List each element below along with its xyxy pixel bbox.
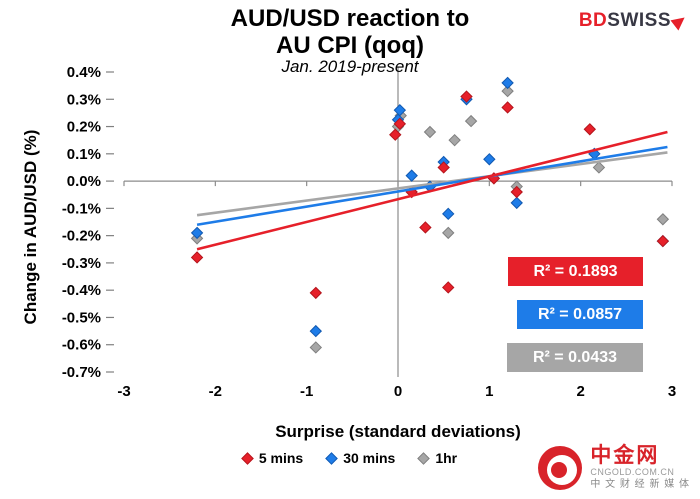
data-point-1hr bbox=[501, 84, 514, 98]
data-point-5mins bbox=[419, 221, 432, 234]
data-point-5mins bbox=[190, 251, 204, 264]
y-tick-label: -0.2% bbox=[62, 228, 101, 245]
data-point-30mins bbox=[442, 207, 455, 221]
chart-title: AUD/USD reaction to AU CPI (qoq) bbox=[0, 5, 700, 59]
watermark-domain: CNGOLD.COM.CN bbox=[590, 467, 675, 477]
chart-subtitle: Jan. 2019-present bbox=[281, 57, 419, 76]
y-tick-label: 0.2% bbox=[67, 119, 101, 136]
y-tick-label: -0.5% bbox=[62, 309, 101, 326]
logo-text-swiss: SWISS bbox=[607, 10, 671, 31]
legend-label-5mins: 5 mins bbox=[258, 450, 304, 466]
r2-badge-1hr: R² = 0.0433 bbox=[507, 343, 643, 372]
data-point-1hr bbox=[309, 341, 323, 354]
watermark-tagline: 中 文 财 经 新 媒 体 bbox=[590, 479, 690, 490]
bdswiss-logo: BD SWISS bbox=[579, 10, 686, 32]
data-point-1hr bbox=[464, 114, 478, 128]
data-point-30mins bbox=[405, 169, 418, 182]
data-point-1hr bbox=[592, 161, 606, 174]
x-tick-label: 2 bbox=[576, 383, 584, 400]
watermark-brand: 中金网 bbox=[590, 444, 660, 467]
y-tick-label: 0.1% bbox=[67, 146, 101, 163]
data-point-5mins bbox=[656, 234, 670, 248]
legend-marker-30mins-icon bbox=[325, 451, 339, 465]
data-point-1hr bbox=[442, 226, 455, 240]
y-tick-label: -0.1% bbox=[62, 200, 101, 217]
logo-text-bd: BD bbox=[578, 10, 608, 31]
cngold-watermark-text: 中金网 CNGOLD.COM.CN 中 文 财 经 新 媒 体 bbox=[590, 444, 690, 491]
data-point-5mins bbox=[393, 117, 407, 131]
y-tick-label: 0.4% bbox=[67, 64, 101, 81]
x-tick-label: 1 bbox=[485, 383, 493, 400]
data-point-5mins bbox=[460, 90, 473, 103]
r2-badge-30mins: R² = 0.0857 bbox=[517, 300, 643, 329]
trendline-5mins bbox=[196, 130, 668, 251]
x-tick-label: -1 bbox=[300, 383, 313, 400]
legend-marker-1hr-icon bbox=[417, 451, 431, 465]
data-point-30mins bbox=[483, 153, 496, 166]
chart-title-line1: AUD/USD reaction to bbox=[230, 5, 470, 32]
x-axis-title: Surprise (standard deviations) bbox=[275, 422, 521, 441]
y-tick-label: -0.3% bbox=[62, 255, 101, 272]
y-tick-label: -0.6% bbox=[62, 337, 101, 354]
x-tick-label: -2 bbox=[209, 383, 222, 400]
cngold-watermark: 中金网 CNGOLD.COM.CN 中 文 财 经 新 媒 体 bbox=[534, 442, 694, 493]
legend-label-1hr: 1hr bbox=[435, 450, 458, 466]
data-point-30mins bbox=[309, 324, 323, 338]
legend-item-1hr: 1hr bbox=[417, 450, 458, 466]
legend-item-30mins: 30 mins bbox=[325, 450, 396, 466]
data-point-30mins bbox=[393, 103, 407, 117]
legend-item-5mins: 5 mins bbox=[240, 450, 304, 466]
data-point-1hr bbox=[423, 125, 437, 139]
data-point-5mins bbox=[442, 281, 455, 294]
x-tick-label: -3 bbox=[117, 383, 130, 400]
y-tick-label: -0.4% bbox=[62, 282, 101, 299]
data-point-1hr bbox=[448, 133, 461, 147]
data-point-5mins bbox=[389, 128, 402, 141]
data-point-5mins bbox=[309, 286, 323, 300]
data-point-5mins bbox=[510, 185, 523, 199]
legend-marker-5mins-icon bbox=[240, 451, 254, 465]
trendline-30mins bbox=[196, 145, 668, 227]
data-point-30mins bbox=[510, 196, 523, 210]
x-tick-label: 0 bbox=[394, 383, 402, 400]
y-tick-label: -0.7% bbox=[62, 364, 101, 381]
r2-badge-5mins: R² = 0.1893 bbox=[508, 257, 643, 286]
data-point-5mins bbox=[501, 101, 514, 114]
data-point-1hr bbox=[656, 213, 670, 226]
chart-legend: 5 mins 30 mins 1hr bbox=[0, 450, 700, 466]
trendline-1hr bbox=[196, 151, 668, 217]
x-tick-label: 3 bbox=[668, 383, 676, 400]
chart-title-line2: AU CPI (qoq) bbox=[276, 32, 424, 59]
y-tick-label: 0.0% bbox=[67, 173, 101, 190]
data-point-5mins bbox=[437, 161, 450, 174]
cngold-logo-icon bbox=[538, 445, 583, 490]
data-point-5mins bbox=[583, 123, 597, 136]
y-tick-label: 0.3% bbox=[67, 91, 101, 108]
data-point-30mins bbox=[190, 226, 204, 240]
y-axis-title: Change in AUD/USD (%) bbox=[21, 129, 40, 325]
logo-arrow-icon bbox=[670, 16, 685, 31]
data-point-30mins bbox=[501, 76, 514, 90]
legend-label-30mins: 30 mins bbox=[343, 450, 396, 466]
